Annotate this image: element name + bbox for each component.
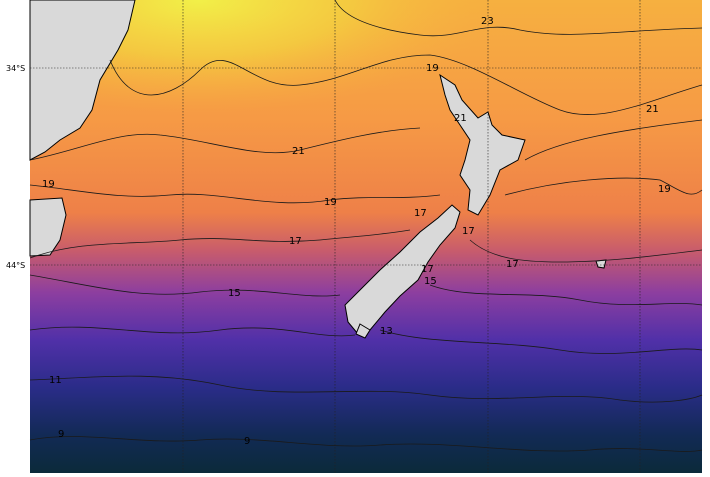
contour-label: 13 bbox=[380, 326, 393, 337]
contour-label: 11 bbox=[49, 375, 62, 386]
land bbox=[29, 0, 607, 339]
latitude-labels: 34°S 44°S bbox=[6, 64, 25, 270]
contour-label: 9 bbox=[244, 436, 250, 447]
contour-label: 21 bbox=[454, 113, 467, 124]
contour-label: 15 bbox=[424, 276, 437, 287]
lat-label: 34°S bbox=[6, 64, 25, 73]
contour-label: 21 bbox=[292, 146, 305, 157]
contour-label: 19 bbox=[658, 184, 671, 195]
contour-labels: 23 19 21 21 21 19 19 19 17 17 17 17 17 1… bbox=[42, 16, 671, 447]
contour-label: 9 bbox=[58, 429, 64, 440]
contour-label: 17 bbox=[421, 264, 434, 275]
contour-label: 21 bbox=[646, 104, 659, 115]
contour-label: 17 bbox=[506, 259, 519, 270]
sea-surface bbox=[30, 0, 702, 473]
contour-label: 19 bbox=[42, 179, 55, 190]
contours bbox=[29, 0, 703, 452]
lat-label: 44°S bbox=[6, 261, 25, 270]
grid bbox=[30, 0, 702, 473]
contour-label: 15 bbox=[228, 288, 241, 299]
contour-label: 19 bbox=[324, 197, 337, 208]
contour-label: 17 bbox=[462, 226, 475, 237]
contour-label: 17 bbox=[414, 208, 427, 219]
contour-label: 23 bbox=[481, 16, 494, 27]
contour-label: 19 bbox=[426, 63, 439, 74]
contour-label: 17 bbox=[289, 236, 302, 247]
